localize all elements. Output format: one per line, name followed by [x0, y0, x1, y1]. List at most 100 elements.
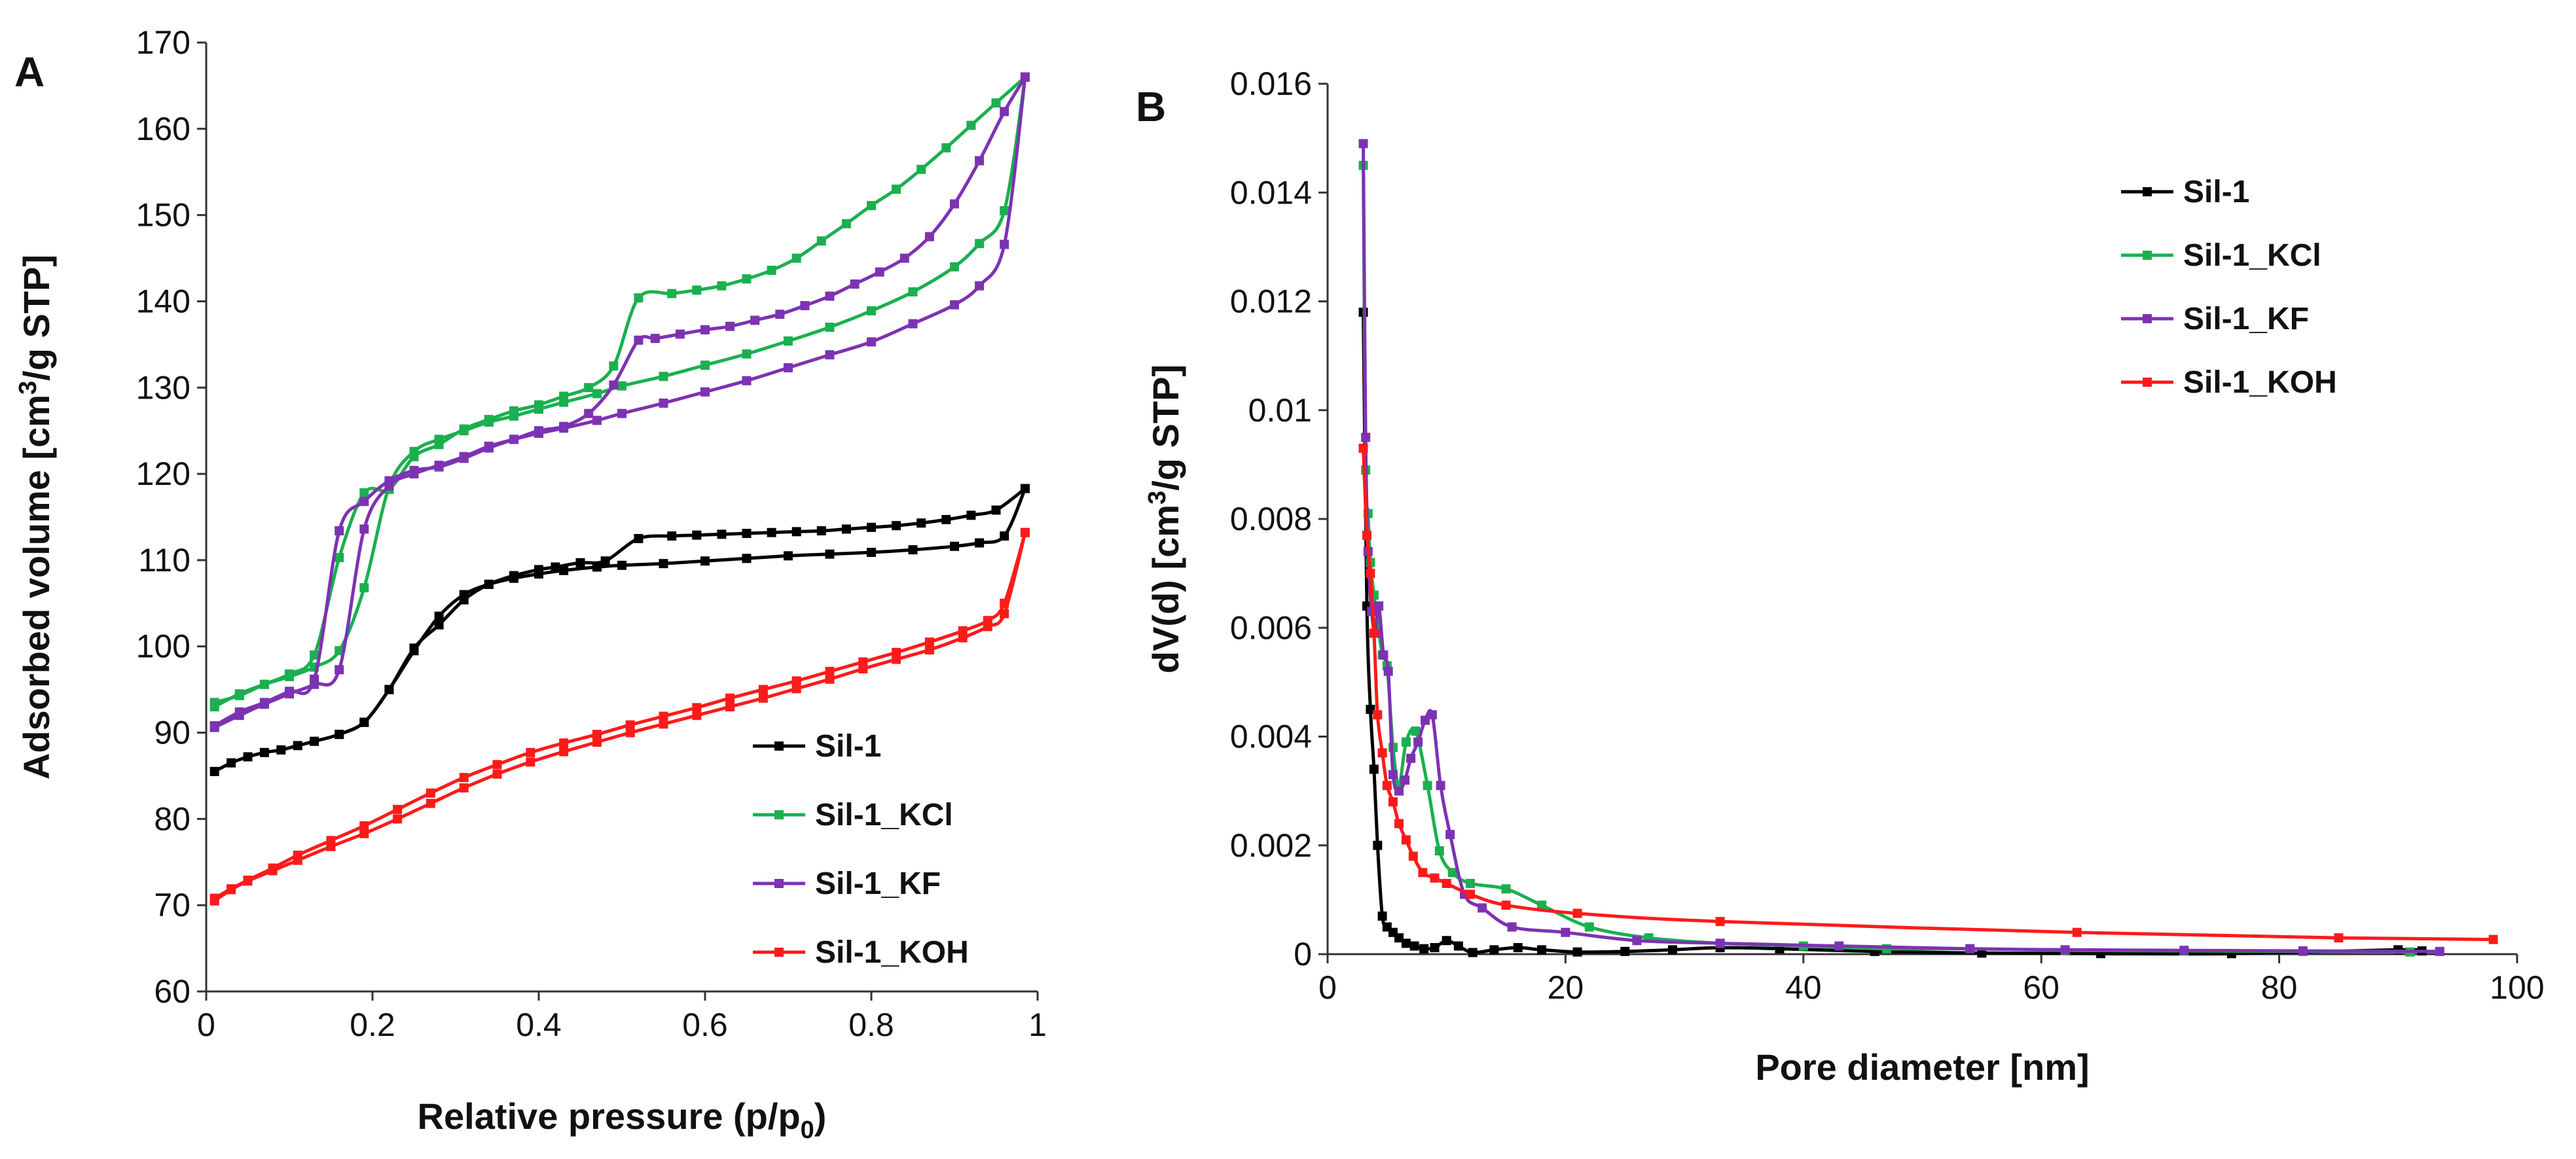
- sil-1-kf-adsorption-point-6: [359, 524, 369, 534]
- sil-1-koh-desorption-point-26: [227, 884, 236, 894]
- series-sil-1-kcl: [1358, 160, 2415, 957]
- y-tick-label: 0.014: [1230, 174, 1312, 211]
- sil-1-kcl-adsorption-point-26: [1000, 206, 1009, 216]
- sil-1-curve-point-4: [1373, 840, 1383, 850]
- y-tick-label: 170: [136, 24, 190, 61]
- chart-b-pore-distribution: 0 20 40 60 80 100 0 0.002 0.004 0.006 0.008 0.01 0.0…: [1144, 65, 2545, 1088]
- sil-1-desorption-point-12: [717, 529, 727, 539]
- sil-1-adsorption-point-11: [434, 611, 444, 621]
- sil-1-koh-curve-point-10: [1408, 851, 1418, 861]
- sil-1-curve-point-18: [1537, 945, 1547, 955]
- sil-1-kcl-desorption-point-8: [816, 236, 826, 246]
- sil-1-kcl-desorption-point-26: [359, 488, 369, 498]
- sil-1-koh-desorption-line: [213, 531, 1027, 900]
- sil-1-kf-curve-point-12: [1413, 737, 1423, 747]
- sil-1-kf-curve-point-0: [1358, 139, 1368, 149]
- sil-1-koh-desorption-point-18: [459, 773, 469, 783]
- sil-1-kf-curve-point-19: [1507, 922, 1517, 932]
- x-tick-label: 100: [2490, 969, 2544, 1006]
- sil-1-kf-desorption-point-7: [850, 279, 860, 289]
- x-tick-label: 0.4: [516, 1007, 562, 1043]
- legend-entry-sil-1-koh: Sil-1_KOH: [753, 935, 969, 970]
- sil-1-adsorption-point-19: [659, 559, 668, 569]
- sil-1-desorption-point-21: [484, 579, 494, 589]
- sil-1-koh-desorption-point-11: [692, 703, 702, 713]
- sil-1-kcl-desorption-point-12: [717, 281, 727, 291]
- sil-1-desorption-point-26: [359, 717, 369, 727]
- legend-entry-sil-1-kcl: Sil-1_KCl: [2121, 238, 2321, 273]
- sil-1-kf-adsorption-point-17: [659, 399, 668, 408]
- sil-1-kcl-adsorption-point-21: [825, 323, 835, 332]
- sil-1-desorption-point-9: [791, 527, 801, 537]
- sil-1-curve-point-2: [1366, 704, 1375, 714]
- panel-label-a: A: [14, 48, 45, 96]
- sil-1-curve-point-3: [1369, 764, 1379, 774]
- sil-1-kcl-desorption-point-14: [667, 289, 677, 298]
- sil-1-curve-point-15: [1468, 948, 1478, 957]
- y-tick-label: 160: [136, 111, 190, 147]
- sil-1-koh-adsorption-point-22: [892, 654, 901, 664]
- sil-1-kf-desorption-point-26: [384, 476, 394, 486]
- sil-1-adsorption-point-21: [742, 554, 752, 563]
- x-tick-label: 40: [1785, 969, 1822, 1006]
- sil-1-kcl-adsorption-point-20: [784, 336, 793, 346]
- sil-1-kf-desorption-point-15: [650, 334, 660, 344]
- y-tick-label: 0.004: [1230, 719, 1312, 755]
- sil-1-koh-curve-point-9: [1401, 835, 1411, 845]
- sil-1-koh-curve-point-4: [1373, 710, 1383, 720]
- y-tick-label: 60: [154, 973, 190, 1010]
- sil-1-koh-desorption-point-10: [725, 693, 735, 703]
- y-tick-label: 130: [136, 369, 190, 406]
- sil-1-kf-desorption-point-20: [534, 426, 543, 436]
- y-tick-label: 80: [154, 800, 190, 837]
- sil-1-kcl-desorption-point-31: [234, 690, 244, 700]
- y-axis-label-text: dV(d) [cm: [1145, 505, 1186, 673]
- sil-1-koh-adsorption-point-21: [858, 664, 868, 673]
- sil-1-koh-adsorption-point-12: [559, 747, 569, 757]
- sil-1-koh-curve-point-3: [1369, 628, 1379, 638]
- sil-1-kcl-curve-point-10: [1401, 737, 1411, 747]
- sil-1-curve-point-17: [1513, 943, 1523, 953]
- x-tick-label: 1: [1028, 1007, 1047, 1043]
- sil-1-desorption-point-11: [742, 529, 752, 539]
- sil-1-koh-curve-line: [1362, 448, 2494, 942]
- sil-1-kf-curve-point-26: [2179, 946, 2189, 955]
- sil-1-kcl-adsorption-point-25: [975, 239, 985, 249]
- series-sil-1-koh: [209, 527, 1030, 906]
- sil-1-kf-desorption-point-8: [825, 291, 835, 301]
- sil-1-kf-desorption-point-32: [234, 707, 244, 717]
- sil-1-kcl-desorption-point-17: [584, 383, 594, 393]
- x-tick-label: 0.6: [682, 1007, 728, 1043]
- legend-label: Sil-1: [2183, 175, 2249, 209]
- y-tick-label: 150: [136, 197, 190, 234]
- sil-1-kf-desorption-point-14: [675, 329, 685, 339]
- sil-1-kcl-curve-point-13: [1434, 846, 1444, 856]
- sil-1-koh-desorption-point-19: [426, 788, 435, 798]
- legend-entry-sil-1-kf: Sil-1_KF: [753, 866, 941, 901]
- sil-1-koh-curve-point-2: [1366, 569, 1375, 579]
- sil-1-kf-curve-point-7: [1383, 666, 1393, 676]
- legend-entry-sil-1: Sil-1: [2121, 175, 2249, 209]
- sil-1-koh-adsorption-point-23: [924, 645, 934, 654]
- sil-1-kf-desorption-point-16: [634, 335, 644, 345]
- sil-1-kcl-curve-point-17: [1537, 900, 1547, 910]
- sil-1-kf-curve-point-10: [1400, 776, 1410, 785]
- sil-1-kf-curve-point-23: [1834, 941, 1844, 951]
- sil-1-desorption-point-2: [966, 510, 976, 520]
- series-sil-1-kcl: [209, 72, 1030, 711]
- sil-1-curve-point-5: [1377, 911, 1387, 921]
- sil-1-kf-curve-point-9: [1394, 786, 1404, 796]
- legend-label: Sil-1_KF: [815, 866, 941, 901]
- sil-1-koh-desorption-point-25: [243, 875, 253, 885]
- sil-1-koh-curve-point-12: [1430, 873, 1440, 883]
- series-sil-1: [1358, 308, 2427, 959]
- x-tick-label: 80: [2261, 969, 2298, 1006]
- sil-1-desorption-point-27: [335, 730, 344, 740]
- sil-1-kf-curve-point-16: [1445, 830, 1455, 840]
- legend-swatch-marker: [2143, 187, 2152, 196]
- sil-1-kcl-curve-point-18: [1584, 922, 1594, 932]
- sil-1-kf-curve-point-13: [1420, 715, 1430, 725]
- sil-1-kf-desorption-point-1: [1000, 107, 1009, 116]
- sil-1-kf-desorption-point-21: [509, 435, 518, 444]
- sil-1-desorption-point-3: [941, 514, 951, 524]
